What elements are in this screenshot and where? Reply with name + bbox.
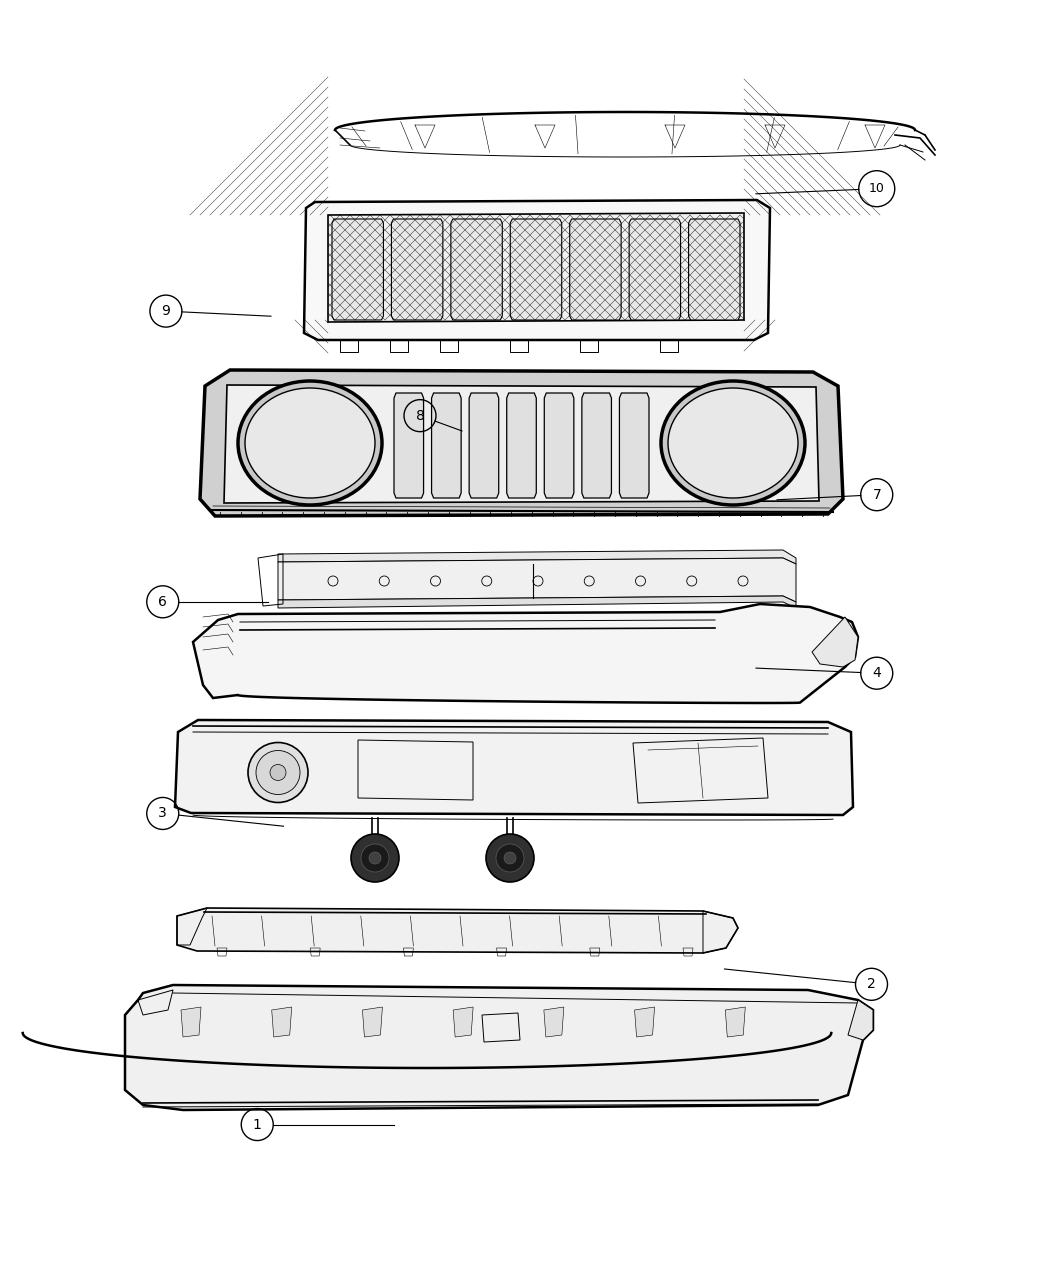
Polygon shape [177,908,738,952]
Circle shape [248,742,308,802]
Polygon shape [450,219,502,320]
Ellipse shape [662,381,805,505]
Polygon shape [620,393,649,499]
Text: 7: 7 [873,488,881,501]
Polygon shape [629,219,680,320]
Polygon shape [582,393,611,499]
Polygon shape [200,370,843,516]
Polygon shape [278,595,796,608]
Polygon shape [304,200,770,340]
Polygon shape [392,219,443,320]
Text: 2: 2 [867,978,876,991]
Polygon shape [125,986,873,1111]
Polygon shape [469,393,499,499]
Polygon shape [332,219,383,320]
Polygon shape [328,213,744,323]
Polygon shape [175,720,853,815]
Polygon shape [432,393,461,499]
Polygon shape [394,393,423,499]
Text: 3: 3 [159,807,167,820]
Polygon shape [278,550,796,564]
Circle shape [351,834,399,882]
Ellipse shape [238,381,382,505]
Text: 9: 9 [162,305,170,317]
Polygon shape [507,393,537,499]
Polygon shape [181,1007,201,1037]
Circle shape [256,751,300,794]
Polygon shape [544,393,574,499]
Polygon shape [634,1007,654,1037]
Polygon shape [726,1007,746,1037]
Circle shape [369,852,381,864]
Polygon shape [362,1007,382,1037]
Polygon shape [193,604,858,703]
Text: 8: 8 [416,409,424,422]
Polygon shape [272,1007,292,1037]
Polygon shape [278,558,796,602]
Ellipse shape [668,388,798,499]
Circle shape [270,765,286,780]
Circle shape [361,844,388,872]
Polygon shape [570,219,622,320]
Circle shape [486,834,534,882]
Circle shape [496,844,524,872]
Polygon shape [689,219,740,320]
Polygon shape [454,1007,474,1037]
Polygon shape [224,385,819,504]
Text: 10: 10 [868,182,885,195]
Text: 1: 1 [253,1118,261,1131]
Polygon shape [510,219,562,320]
Text: 4: 4 [873,667,881,680]
Ellipse shape [245,388,375,499]
Polygon shape [848,1000,873,1040]
Text: 6: 6 [159,595,167,608]
Polygon shape [812,617,858,667]
Circle shape [504,852,516,864]
Polygon shape [544,1007,564,1037]
